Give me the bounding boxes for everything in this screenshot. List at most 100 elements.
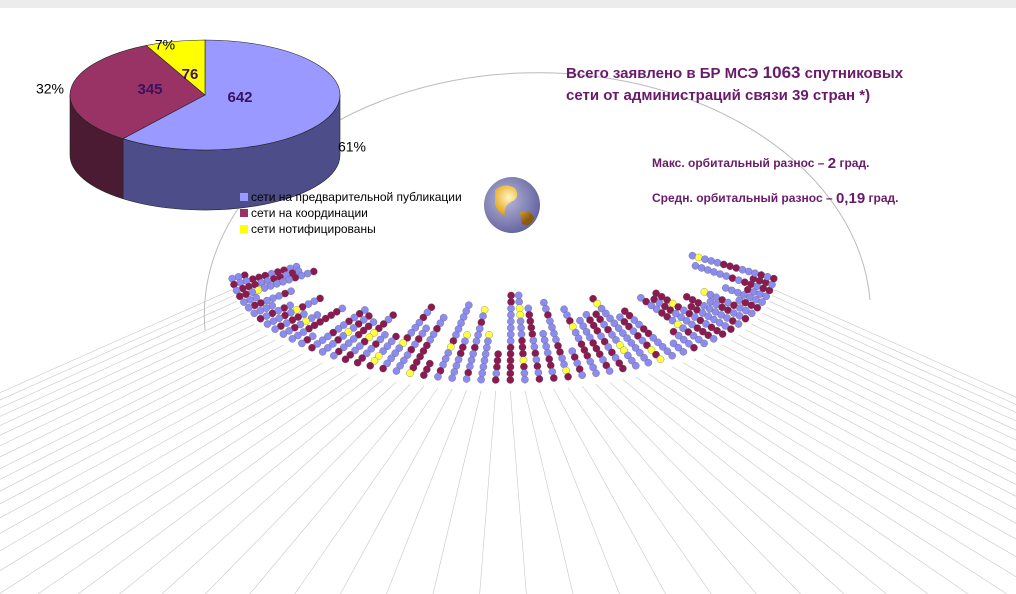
satellite-dot — [718, 303, 726, 312]
satellite-dot — [694, 253, 703, 262]
satellite-dot — [379, 364, 387, 373]
satellite-dot — [279, 330, 288, 338]
satellite-dot — [332, 308, 341, 316]
satellite-dot — [507, 291, 515, 300]
satellite-dot — [604, 325, 612, 334]
satellite-dot — [364, 322, 373, 331]
satellite-dot — [477, 375, 485, 384]
satellite-dot — [589, 339, 597, 347]
satellite-dot — [423, 341, 431, 350]
note: Средн. орбитальный разнос – 0,19 град. — [652, 190, 898, 207]
orbit-ray — [683, 362, 1016, 558]
satellite-dot — [294, 331, 302, 340]
satellite-dot — [307, 314, 316, 322]
satellite-dot — [605, 367, 614, 375]
satellite-dot — [362, 349, 371, 358]
satellite-dot — [531, 349, 540, 358]
satellite-dot — [688, 320, 696, 329]
satellite-dot — [745, 267, 753, 276]
orbit-ray — [0, 334, 268, 470]
satellite-dot — [684, 328, 693, 336]
legend-label: сети на координации — [251, 206, 368, 220]
notes: Макс. орбитальный разнос – 2 град. Средн… — [652, 155, 898, 207]
orbit-ray — [722, 344, 1016, 497]
satellite-dot — [589, 321, 598, 330]
satellite-dot — [415, 318, 424, 327]
globe-sphere — [484, 177, 540, 233]
legend-swatch — [240, 193, 248, 201]
satellite-dot — [592, 310, 600, 318]
satellite-dot — [689, 332, 698, 340]
satellite-dot — [479, 363, 488, 371]
satellite-dot — [375, 352, 383, 360]
satellite-dot — [730, 309, 738, 317]
satellite-dot — [383, 342, 392, 350]
orbit-ray — [0, 318, 249, 436]
satellite-dot — [304, 300, 313, 308]
headline-text: Всего заявлено в БР МСЭ — [566, 65, 763, 82]
satellite-dot — [642, 297, 650, 306]
satellite-dot — [287, 308, 295, 317]
orbit-ray — [671, 366, 1016, 578]
satellite-dot — [564, 372, 572, 381]
satellite-dot — [592, 344, 601, 353]
satellite-dot — [682, 317, 691, 325]
satellite-dot — [403, 334, 412, 342]
satellite-dot — [582, 310, 591, 319]
satellite-dot — [600, 320, 608, 329]
satellite-dot — [240, 298, 248, 306]
note-text: Средн. орбитальный разнос – — [652, 191, 836, 205]
headline-line2: сети от администраций связи 39 стран *) — [566, 87, 870, 104]
orbit-ray — [553, 388, 666, 594]
satellite-dot — [514, 291, 523, 300]
orbit-ray — [161, 381, 397, 594]
satellite-dot — [693, 324, 702, 332]
orbit-ray — [567, 387, 712, 594]
satellite-dot — [506, 343, 515, 352]
orbit-ray — [510, 390, 527, 594]
pie-share-label: 61% — [338, 139, 366, 155]
satellite-dot — [313, 340, 322, 348]
satellite-dot — [269, 317, 278, 325]
satellite-dot — [597, 304, 606, 313]
satellite-dot — [727, 325, 735, 333]
satellite-dot — [701, 255, 709, 263]
orbit-ray — [0, 295, 235, 401]
orbit-ray — [609, 381, 845, 594]
satellite-dot — [611, 354, 620, 362]
satellite-dot — [518, 343, 527, 351]
orbit-ray — [77, 376, 371, 594]
satellite-dot — [515, 298, 523, 306]
orbit-ray — [432, 390, 482, 594]
satellite-dot — [527, 323, 536, 332]
satellite-dot — [548, 367, 557, 376]
satellite-dot — [663, 296, 671, 304]
satellite-dot — [715, 318, 724, 327]
satellite-dot — [674, 331, 683, 340]
orbit-ray — [745, 329, 1016, 463]
satellite-dot — [370, 357, 379, 365]
satellite-dot — [298, 303, 307, 311]
satellite-dot — [506, 363, 515, 371]
orbit-ray — [0, 354, 303, 519]
satellite-dot — [426, 336, 434, 344]
satellite-dot — [526, 317, 535, 325]
satellite-dot — [753, 303, 762, 312]
satellite-dot — [338, 304, 347, 313]
satellite-dot — [637, 294, 645, 302]
satellite-dot — [600, 337, 609, 346]
note-text: град. — [836, 156, 869, 170]
satellite-dot — [589, 295, 597, 303]
satellite-dot — [416, 352, 424, 361]
legend-swatch — [240, 225, 248, 233]
satellite-dot — [341, 355, 350, 364]
satellite-dot — [369, 318, 378, 326]
headline: Всего заявлено в БР МСЭ 1063 спутниковых… — [566, 63, 904, 103]
orbit-ray — [386, 389, 467, 594]
satellite-dot — [623, 334, 631, 342]
orbit-ray — [294, 387, 439, 594]
orbit-ray — [524, 390, 574, 594]
satellite-dot — [608, 348, 616, 357]
globe-land — [495, 185, 534, 226]
satellite-dot — [719, 260, 728, 269]
